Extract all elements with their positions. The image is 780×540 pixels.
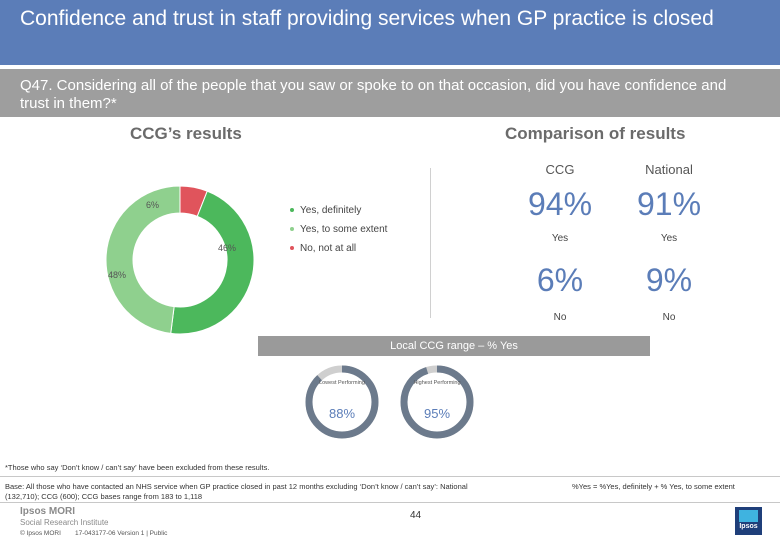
yes-ccg-label: Yes bbox=[551, 233, 569, 244]
donut-label-some-extent: 48% bbox=[108, 270, 127, 280]
divider bbox=[430, 168, 431, 318]
donut-chart bbox=[105, 185, 255, 335]
highest-ring bbox=[400, 365, 474, 439]
ipsos-logo: Ipsos bbox=[735, 507, 762, 535]
no-ccg-label: No bbox=[553, 312, 567, 323]
lowest-label: Lowest Performing bbox=[319, 380, 365, 386]
brand-subline: Social Research Institute bbox=[20, 518, 109, 527]
no-ccg-value: 6% bbox=[536, 262, 584, 298]
title-band bbox=[0, 0, 780, 65]
logo-text: Ipsos bbox=[739, 523, 758, 530]
page-number: 44 bbox=[410, 510, 422, 521]
lowest-ring bbox=[305, 365, 379, 439]
footer-divider bbox=[0, 476, 780, 477]
col-header-ccg: CCG bbox=[545, 162, 575, 177]
col-header-national: National bbox=[645, 162, 693, 177]
lowest-value: 88% bbox=[328, 406, 356, 421]
question-text: Q47. Considering all of the people that … bbox=[20, 77, 727, 112]
yes-ccg-value: 94% bbox=[527, 186, 593, 222]
legend-label: No, not at all bbox=[300, 243, 357, 254]
legend-swatch bbox=[290, 246, 294, 251]
comparison-heading: Comparison of results bbox=[505, 124, 686, 143]
lowest-ring-arc bbox=[305, 365, 379, 439]
base-note: Base: All those who have contacted an NH… bbox=[5, 482, 468, 501]
legend-item-definitely: Yes, definitely bbox=[290, 205, 361, 216]
donut-slice-yes-definitely bbox=[170, 190, 255, 335]
no-national-value: 9% bbox=[645, 262, 693, 298]
donut-label-no: 6% bbox=[146, 200, 160, 210]
page-title: Confidence and trust in staff providing … bbox=[20, 7, 714, 30]
footer-divider-2 bbox=[0, 502, 780, 503]
logo-accent bbox=[739, 510, 758, 522]
legend-item-no: No, not at all bbox=[290, 243, 356, 254]
exclusion-note: *Those who say ‘Don’t know / can’t say’ … bbox=[5, 463, 270, 472]
highest-ring-arc bbox=[400, 365, 474, 439]
legend-label: Yes, to some extent bbox=[300, 224, 388, 235]
highest-value: 95% bbox=[423, 406, 451, 421]
donut-label-definitely: 46% bbox=[218, 243, 237, 253]
ccg-results-heading: CCG’s results bbox=[130, 124, 242, 143]
brand-name: Ipsos MORI bbox=[20, 506, 76, 517]
yes-national-label: Yes bbox=[660, 233, 678, 244]
version-info: 17-043177-06 Version 1 | Public bbox=[75, 530, 168, 537]
question-band bbox=[0, 69, 780, 117]
legend-swatch bbox=[290, 227, 294, 232]
legend-swatch bbox=[290, 208, 294, 213]
donut-slice-yes-to-some-extent bbox=[105, 185, 181, 334]
highest-label: Highest Performing bbox=[413, 380, 461, 386]
formula-note: %Yes = %Yes, definitely + % Yes, to some… bbox=[572, 482, 735, 491]
legend-item-some-extent: Yes, to some extent bbox=[290, 224, 387, 235]
no-national-label: No bbox=[662, 312, 676, 323]
legend-label: Yes, definitely bbox=[300, 205, 362, 216]
copyright: © Ipsos MORI bbox=[20, 530, 61, 537]
range-band: Local CCG range – % Yes bbox=[258, 336, 650, 356]
yes-national-value: 91% bbox=[636, 186, 702, 222]
